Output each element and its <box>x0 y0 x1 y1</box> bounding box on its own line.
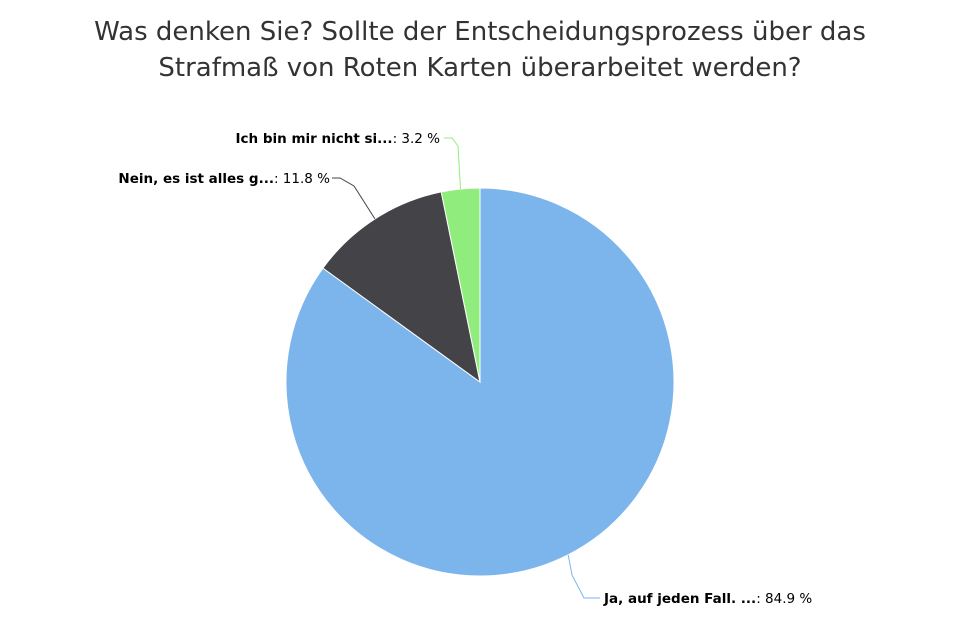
data-label-category: Ja, auf jeden Fall. ... <box>603 591 756 607</box>
chart-title-line-2: Strafmaß von Roten Karten überarbeitet w… <box>158 53 802 83</box>
chart-title: Was denken Sie? Sollte der Entscheidungs… <box>0 14 960 86</box>
data-label-value: : 3.2 % <box>393 131 441 147</box>
data-label-2: Nein, es ist alles g...: 11.8 % <box>118 171 330 187</box>
data-label-value: : 11.8 % <box>274 171 330 187</box>
data-label-category: Nein, es ist alles g... <box>118 171 274 187</box>
data-label-1: Ja, auf jeden Fall. ...: 84.9 % <box>603 591 812 607</box>
data-label-3: Ich bin mir nicht si...: 3.2 % <box>236 131 441 147</box>
connector-line-1 <box>567 554 600 599</box>
pie-slice-3[interactable] <box>440 187 481 383</box>
connector-line-2 <box>332 177 376 220</box>
data-label-category: Ich bin mir nicht si... <box>236 131 393 147</box>
chart-title-line-1: Was denken Sie? Sollte der Entscheidungs… <box>94 17 866 47</box>
connector-line-3 <box>444 137 462 190</box>
data-label-value: : 84.9 % <box>756 591 812 607</box>
pie-slice-2[interactable] <box>322 191 481 384</box>
